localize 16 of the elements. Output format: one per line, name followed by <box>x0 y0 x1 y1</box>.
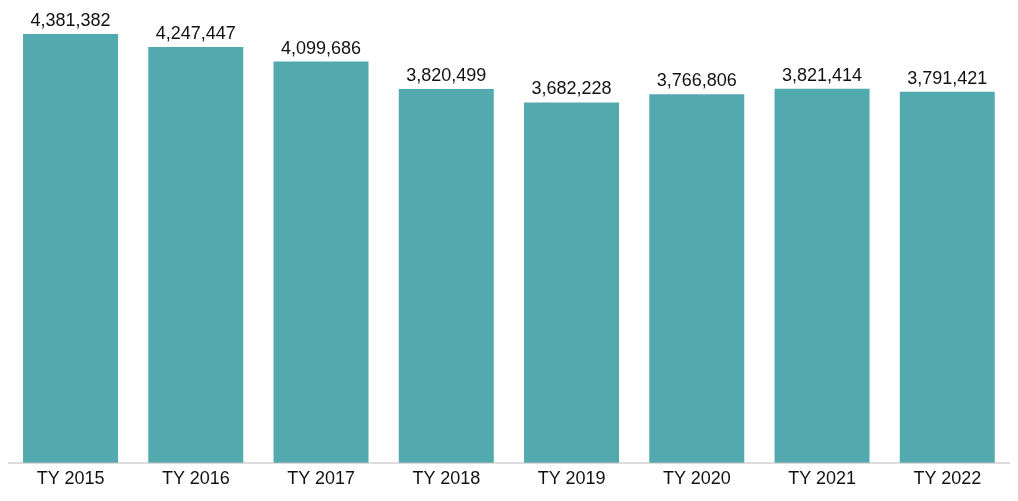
x-tick-label: TY 2018 <box>412 467 481 488</box>
data-label: 4,099,686 <box>280 37 362 58</box>
data-label: 4,381,382 <box>30 10 111 30</box>
data-label: 3,820,499 <box>406 64 487 85</box>
x-tick-label: TY 2017 <box>287 467 355 488</box>
data-label: 3,682,228 <box>531 78 612 99</box>
data-label: 4,247,447 <box>155 23 236 44</box>
x-tick-label: TY 2015 <box>36 467 105 488</box>
x-tick-label: TY 2021 <box>788 467 856 488</box>
x-tick-label: TY 2016 <box>162 467 230 488</box>
x-tick-label: TY 2019 <box>537 467 606 488</box>
data-label: 3,791,421 <box>907 67 988 88</box>
x-tick-label: TY 2020 <box>663 467 731 488</box>
data-label: 3,821,414 <box>781 64 863 85</box>
data-label: 3,766,806 <box>656 70 737 91</box>
x-tick-label: TY 2022 <box>913 467 982 488</box>
